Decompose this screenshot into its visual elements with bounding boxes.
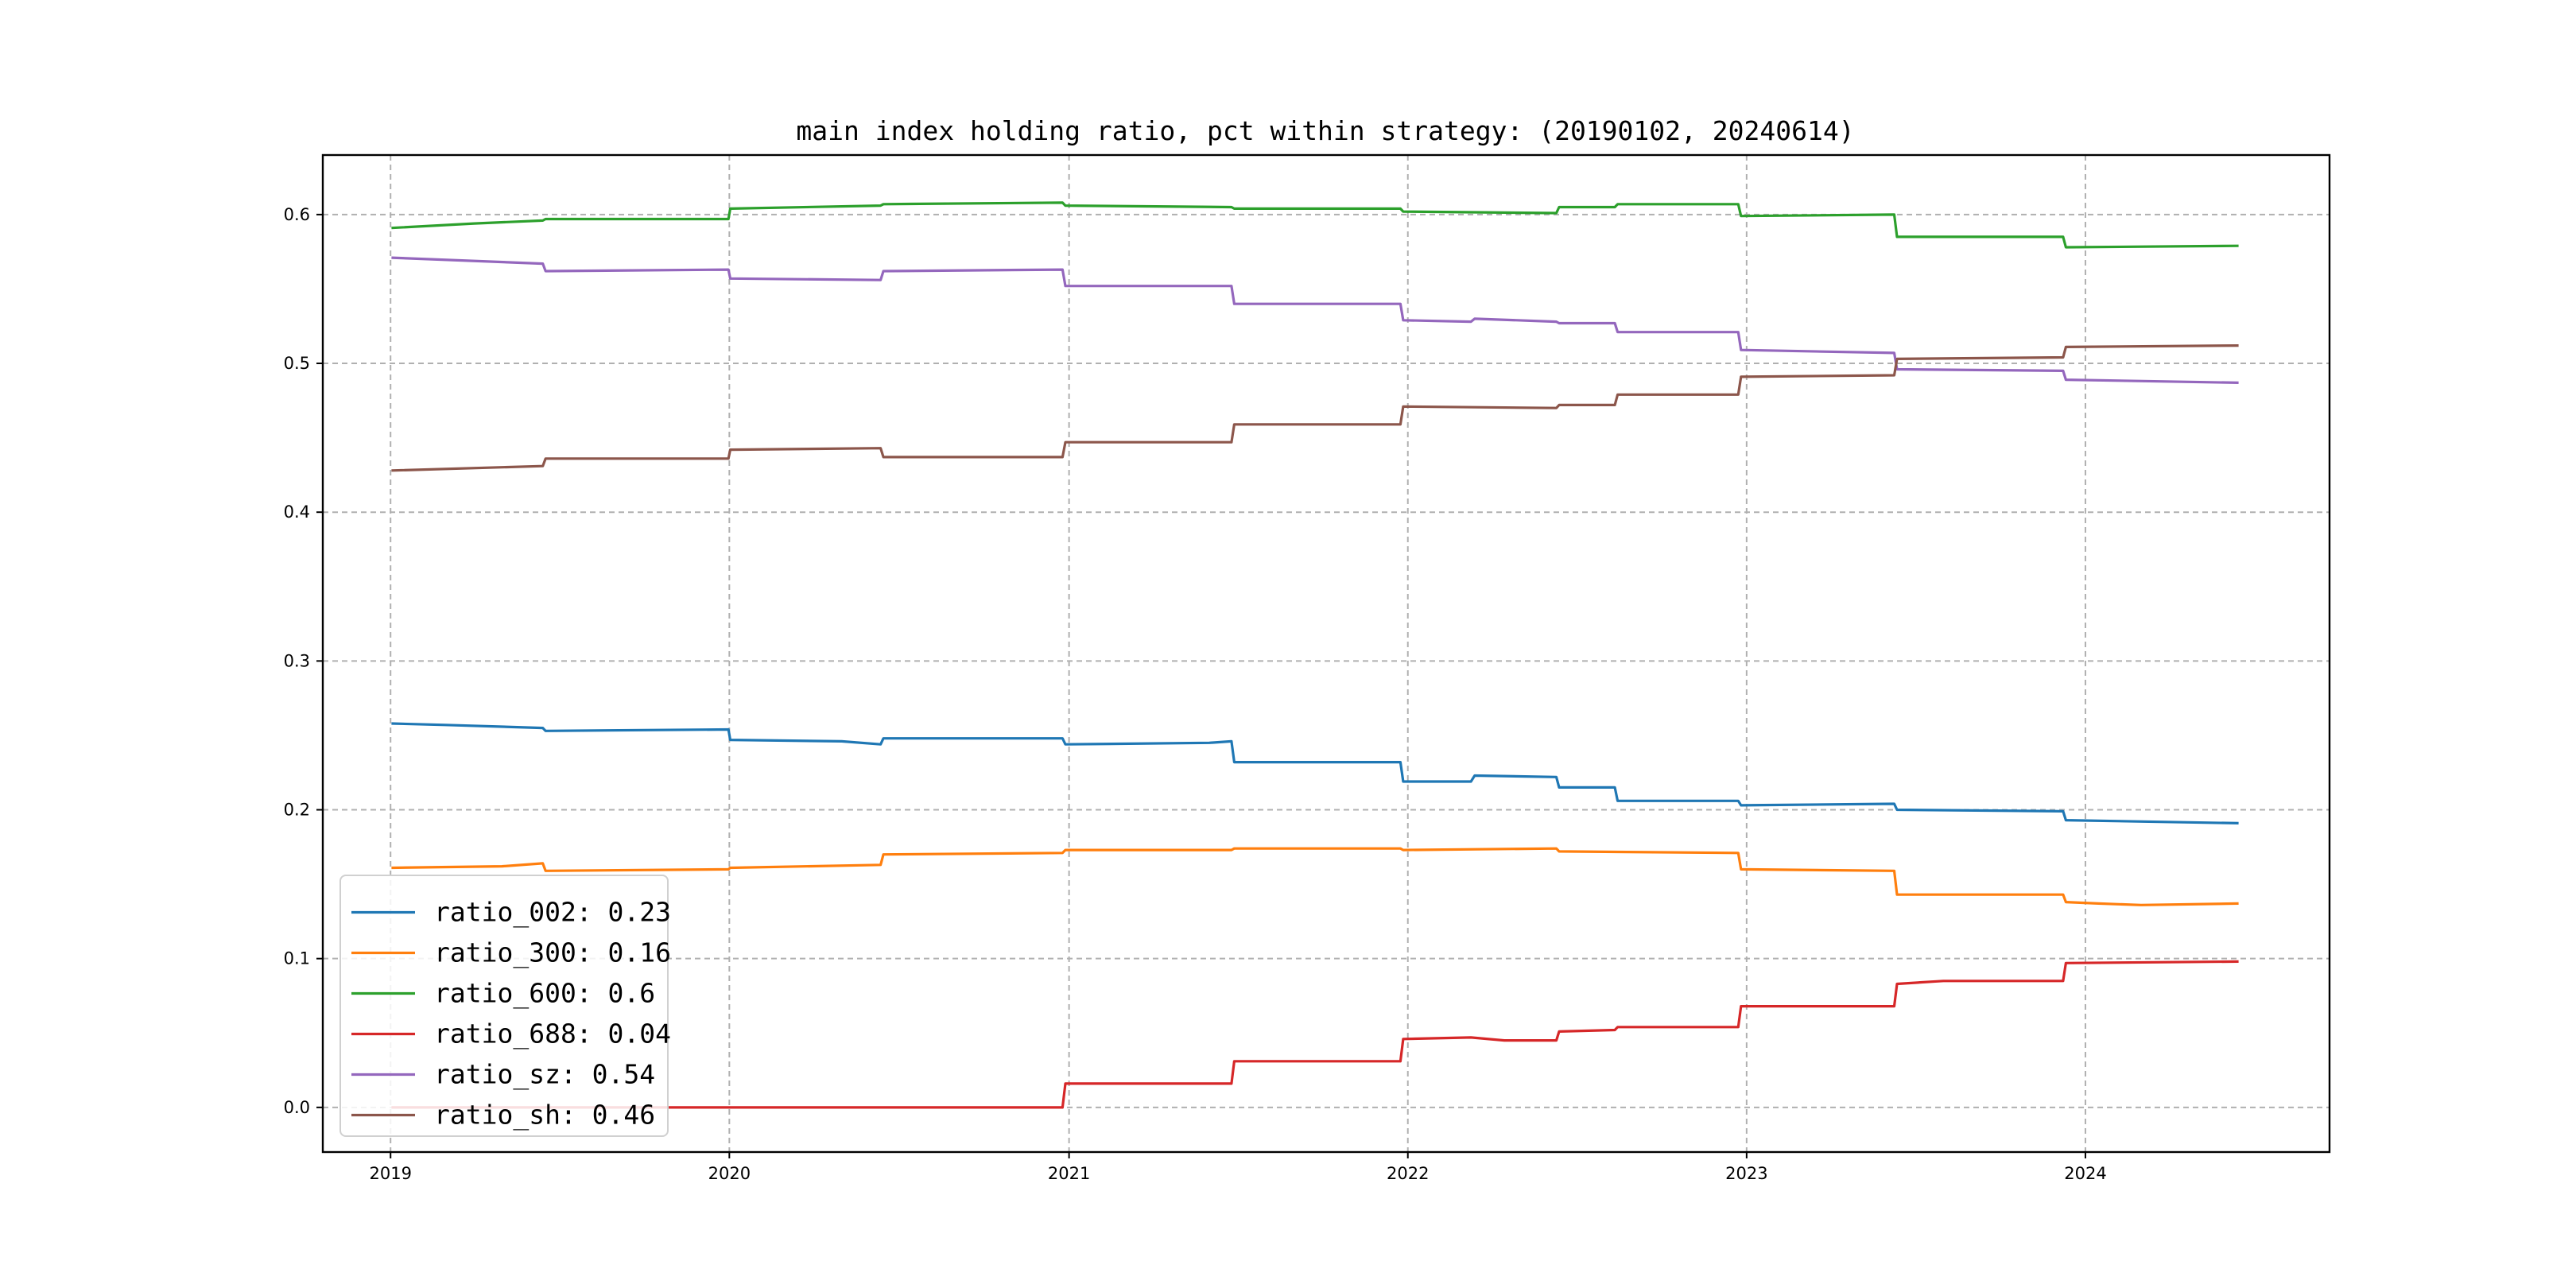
legend-label-ratio-sz: ratio_sz: 0.54 — [434, 1059, 655, 1091]
legend-label-ratio-002: ratio_002: 0.23 — [434, 897, 671, 929]
y-tick-label-0-2: 0.2 — [284, 801, 310, 820]
x-tick-label-2023: 2023 — [1725, 1164, 1767, 1183]
chart-title: main index holding ratio, pct within str… — [796, 115, 1854, 146]
y-tick-label-0-4: 0.4 — [284, 502, 310, 522]
x-tick-label-2021: 2021 — [1048, 1164, 1090, 1183]
legend-label-ratio-688: ratio_688: 0.04 — [434, 1018, 671, 1050]
x-tick-label-2019: 2019 — [369, 1164, 411, 1183]
series-line-ratio-sz — [391, 256, 2239, 384]
axis-ticks: 2019 2020 2021 2022 2023 2024 0.0 0.1 0.2 0.3 0.4 0… — [284, 205, 2107, 1183]
y-tick-label-0-6: 0.6 — [284, 205, 310, 224]
legend-label-ratio-300: ratio_300: 0.16 — [434, 937, 671, 969]
x-tick-label-2020: 2020 — [708, 1164, 751, 1183]
series-line-ratio-300 — [391, 847, 2239, 906]
series-lines — [391, 201, 2239, 1109]
series-line-ratio-600 — [391, 201, 2239, 249]
legend: ratio_002: 0.23 ratio_300: 0.16 ratio_600:… — [339, 875, 671, 1137]
series-line-ratio-002 — [391, 722, 2239, 824]
y-tick-label-0-5: 0.5 — [284, 354, 310, 373]
legend-box — [339, 875, 669, 1137]
x-tick-label-2024: 2024 — [2064, 1164, 2106, 1183]
y-tick-label-0-3: 0.3 — [284, 651, 310, 670]
legend-label-ratio-600: ratio_600: 0.6 — [434, 978, 655, 1010]
x-tick-label-2022: 2022 — [1387, 1164, 1429, 1183]
legend-label-ratio-sh: ratio_sh: 0.46 — [434, 1100, 655, 1131]
y-tick-label-0-0: 0.0 — [284, 1098, 310, 1117]
plot-frame — [321, 153, 2331, 1154]
series-line-ratio-688 — [391, 960, 2239, 1109]
y-tick-label-0-1: 0.1 — [284, 949, 310, 968]
series-line-ratio-sh — [391, 344, 2239, 472]
